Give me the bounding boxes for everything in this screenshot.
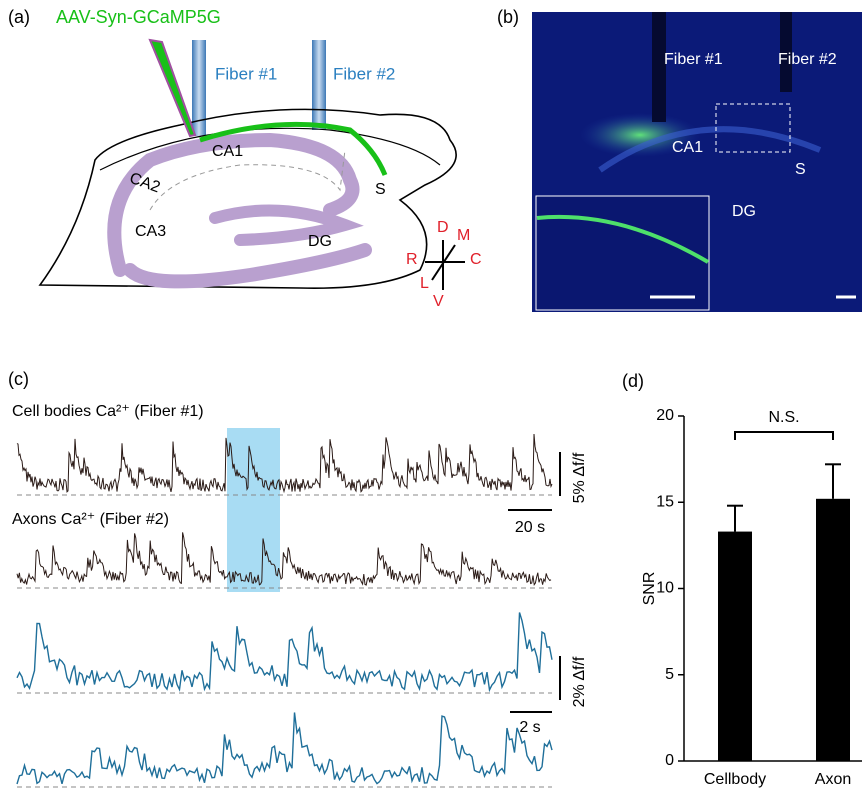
y-tick-label: 0 <box>665 752 674 769</box>
region-label: CA2 <box>127 170 162 197</box>
compass-label: D <box>437 219 449 236</box>
y-tick-label: 15 <box>656 493 674 510</box>
pipette <box>150 40 195 136</box>
panel-label: (b) <box>497 7 519 27</box>
trace-label: Cell bodies Ca²⁺ (Fiber #1) <box>12 403 204 420</box>
y-tick-label: 20 <box>656 407 674 424</box>
trace <box>17 613 552 690</box>
region-label: DG <box>308 233 332 250</box>
compass-label: R <box>406 251 418 268</box>
y-tick-label: 5 <box>665 666 674 683</box>
annotation: N.S. <box>768 409 799 426</box>
fiber-label: Fiber #1 <box>215 64 277 83</box>
x-tick-label: Axon <box>815 771 851 788</box>
trace <box>17 532 551 585</box>
fiber-label: Fiber #1 <box>664 51 723 68</box>
panel-label: (c) <box>8 369 29 389</box>
x-tick-label: Cellbody <box>704 771 766 788</box>
compass-label: M <box>457 227 470 244</box>
ca-layer <box>130 250 365 281</box>
error-bar <box>825 464 841 499</box>
compass-label: V <box>433 293 444 310</box>
region-label: DG <box>732 203 756 220</box>
fiber <box>312 40 326 130</box>
error-bar <box>727 506 743 532</box>
panel-c: (c) Cell bodies Ca²⁺ (Fiber #1) Axons Ca… <box>8 369 588 787</box>
inset <box>536 196 709 310</box>
trace-label: Axons Ca²⁺ (Fiber #2) <box>12 511 169 528</box>
panel-label: (d) <box>622 371 644 391</box>
trace <box>17 713 552 785</box>
scale-label: 5% Δf/f <box>571 452 588 503</box>
highlight <box>227 428 280 592</box>
compass-label: L <box>420 275 429 292</box>
scale-label: 2% Δf/f <box>571 656 588 707</box>
significance-bracket <box>735 432 833 440</box>
panel-d: (d) 0 5 10 15 20 SNR Cellbody Axon N.S. <box>622 371 862 788</box>
panel-label: (a) <box>8 7 30 27</box>
region-label: CA1 <box>672 139 703 156</box>
y-tick-label: 10 <box>656 580 674 597</box>
y-axis-label: SNR <box>641 572 658 606</box>
scale-label: 2 s <box>519 719 540 736</box>
bar <box>816 499 850 761</box>
region-label: CA3 <box>135 223 166 240</box>
region-label: S <box>375 181 386 198</box>
bar <box>718 532 752 761</box>
compass-label: C <box>470 251 482 268</box>
boundary <box>150 150 345 210</box>
figure: (a) AAV-Syn-GCaMP5G Fiber #1 Fiber #2 CA… <box>0 0 866 791</box>
panel-a: (a) AAV-Syn-GCaMP5G Fiber #1 Fiber #2 CA… <box>8 7 482 310</box>
fiber-label: Fiber #2 <box>778 51 837 68</box>
scale-label: 20 s <box>515 519 545 536</box>
trace <box>17 434 552 492</box>
fiber-label: Fiber #2 <box>333 64 395 83</box>
region-label: S <box>795 161 806 178</box>
virus-label: AAV-Syn-GCaMP5G <box>56 7 221 27</box>
panel-b: (b) Fiber #1 Fiber #2 CA1 S DG <box>497 7 862 312</box>
region-label: CA1 <box>212 143 243 160</box>
